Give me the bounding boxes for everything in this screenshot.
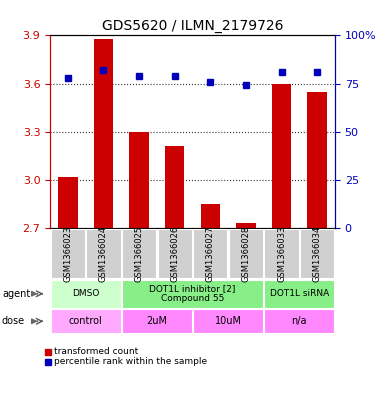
Text: transformed count: transformed count bbox=[54, 347, 138, 356]
Text: agent: agent bbox=[2, 289, 30, 299]
Text: GSM1366024: GSM1366024 bbox=[99, 226, 108, 281]
Bar bbox=[229, 229, 263, 278]
Text: DOT1L inhibitor [2]
Compound 55: DOT1L inhibitor [2] Compound 55 bbox=[149, 284, 236, 303]
Text: percentile rank within the sample: percentile rank within the sample bbox=[54, 357, 207, 366]
Bar bbox=[193, 229, 228, 278]
Bar bbox=[264, 280, 334, 308]
Bar bbox=[264, 309, 334, 333]
Bar bbox=[300, 229, 334, 278]
Text: GSM1366027: GSM1366027 bbox=[206, 225, 215, 282]
Text: control: control bbox=[69, 316, 102, 326]
Bar bbox=[86, 229, 121, 278]
Bar bbox=[272, 83, 291, 228]
Bar bbox=[201, 204, 220, 228]
Bar bbox=[58, 176, 78, 228]
Text: 10uM: 10uM bbox=[214, 316, 242, 326]
Bar bbox=[122, 229, 156, 278]
Text: GSM1366028: GSM1366028 bbox=[241, 225, 250, 282]
Title: GDS5620 / ILMN_2179726: GDS5620 / ILMN_2179726 bbox=[102, 19, 283, 33]
Bar bbox=[122, 280, 263, 308]
Text: GSM1366033: GSM1366033 bbox=[277, 225, 286, 282]
Bar bbox=[236, 223, 256, 228]
Bar bbox=[94, 39, 113, 228]
Text: GSM1366023: GSM1366023 bbox=[64, 225, 72, 282]
Bar bbox=[165, 146, 184, 228]
Bar bbox=[264, 229, 299, 278]
Bar bbox=[51, 309, 121, 333]
Text: n/a: n/a bbox=[291, 316, 307, 326]
Bar bbox=[51, 229, 85, 278]
Bar bbox=[122, 309, 192, 333]
Text: GSM1366025: GSM1366025 bbox=[135, 226, 144, 281]
Text: DOT1L siRNA: DOT1L siRNA bbox=[270, 289, 329, 298]
Bar bbox=[193, 309, 263, 333]
Bar bbox=[51, 280, 121, 308]
Text: dose: dose bbox=[2, 316, 25, 326]
Text: DMSO: DMSO bbox=[72, 289, 99, 298]
Bar bbox=[129, 132, 149, 228]
Bar bbox=[157, 229, 192, 278]
Text: GSM1366034: GSM1366034 bbox=[313, 225, 321, 282]
Bar bbox=[307, 92, 327, 228]
Text: 2uM: 2uM bbox=[146, 316, 167, 326]
Text: GSM1366026: GSM1366026 bbox=[170, 225, 179, 282]
